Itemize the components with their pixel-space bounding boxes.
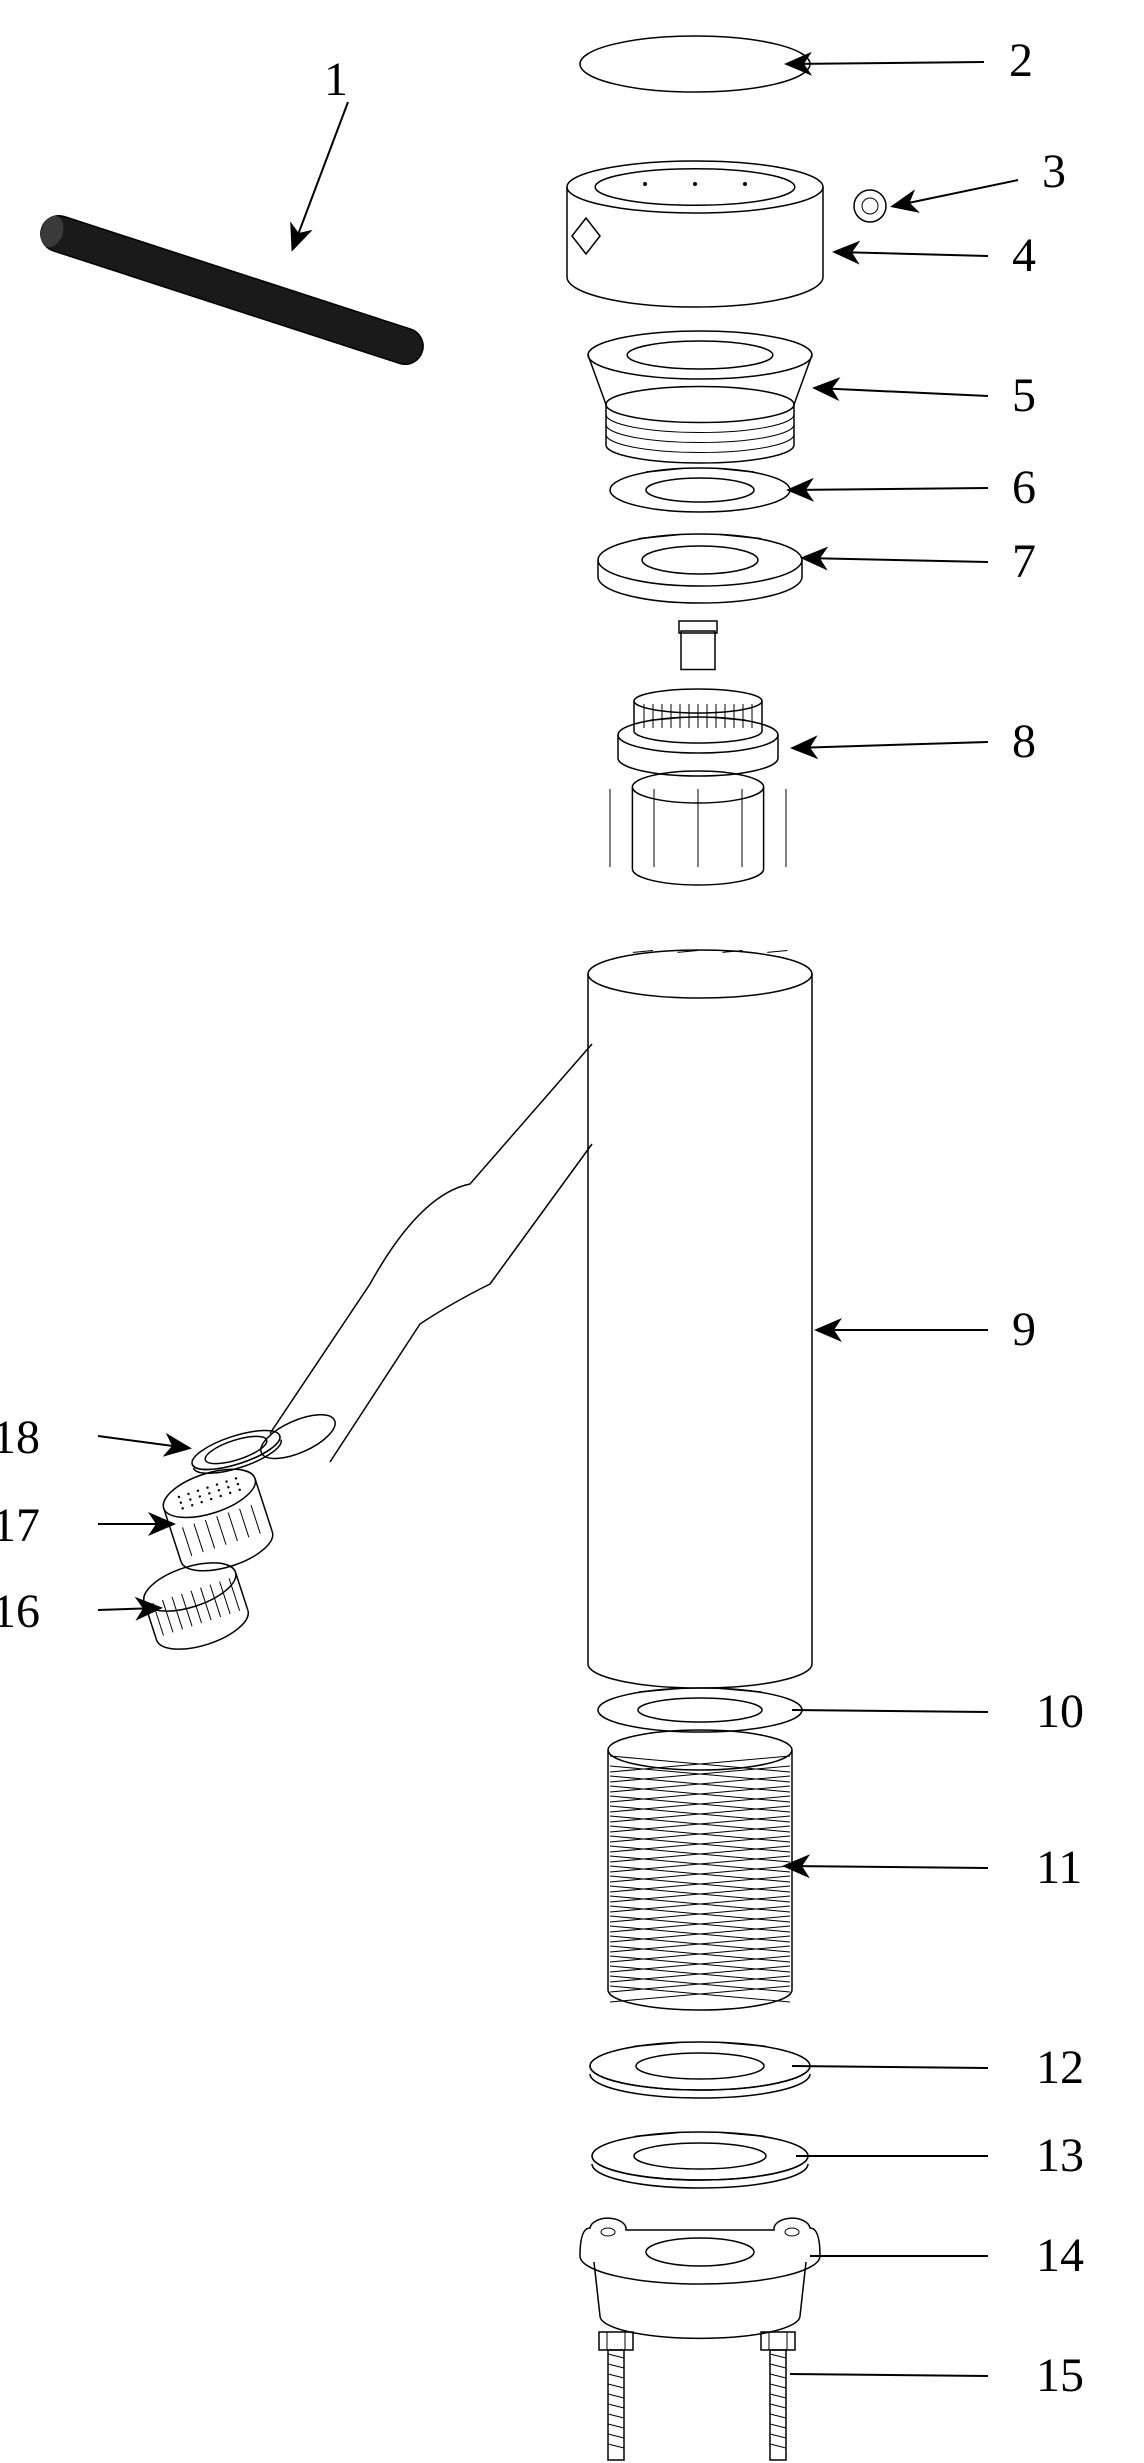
- leader-lines: [98, 62, 1018, 2376]
- part-6-hex-ring: [610, 468, 790, 512]
- label-p2: 2: [1009, 34, 1033, 87]
- label-p1: 1: [324, 53, 348, 106]
- label-p15: 15: [1036, 2349, 1084, 2402]
- label-p18: 18: [0, 1411, 40, 1464]
- label-p9: 9: [1012, 1303, 1036, 1356]
- exploded-view-diagram: 123456789101112131415161718: [0, 0, 1144, 2463]
- label-p13: 13: [1036, 2129, 1084, 2182]
- label-p11: 11: [1036, 1841, 1082, 1894]
- part-10-gasket: [598, 1688, 802, 1732]
- label-p4: 4: [1012, 229, 1036, 282]
- part-3-set-screw: [854, 190, 886, 222]
- part-8-cartridge: [610, 621, 786, 885]
- label-p17: 17: [0, 1499, 40, 1552]
- part-12-washer: [590, 2042, 810, 2098]
- part-18-outlet-washer: [188, 1422, 285, 1481]
- part-13-washer: [592, 2132, 808, 2188]
- part-16-aerator-cap: [138, 1553, 254, 1659]
- leader-p2: [788, 62, 984, 64]
- part-7-lock-nut: [598, 534, 802, 603]
- part-5-decorative-cap: [588, 331, 812, 463]
- leader-p16: [98, 1608, 159, 1610]
- label-p14: 14: [1036, 2229, 1084, 2282]
- leader-p6: [790, 488, 988, 490]
- leader-p7: [804, 558, 988, 562]
- leader-p5: [816, 388, 988, 396]
- leader-p1: [293, 102, 348, 248]
- leader-p18: [98, 1436, 188, 1448]
- leader-p3: [894, 180, 1018, 206]
- leader-p11: [786, 1866, 988, 1868]
- label-p5: 5: [1012, 369, 1036, 422]
- part-4-handle-cap: [567, 161, 823, 307]
- label-p16: 16: [0, 1585, 40, 1638]
- leader-p15: [790, 2374, 988, 2376]
- leader-p8: [794, 742, 988, 748]
- leader-p10: [792, 1710, 988, 1712]
- part-14-mount-bracket: [580, 2218, 820, 2338]
- parts-layer: [36, 36, 886, 2460]
- label-p10: 10: [1036, 1685, 1084, 1738]
- label-p7: 7: [1012, 535, 1036, 588]
- label-p3: 3: [1042, 145, 1066, 198]
- label-p8: 8: [1012, 715, 1036, 768]
- label-p12: 12: [1036, 2041, 1084, 2094]
- part-11-threaded-shank: [608, 1730, 792, 2010]
- labels-layer: 123456789101112131415161718: [0, 34, 1084, 2402]
- part-9-faucet-body: [255, 950, 812, 1688]
- part-15-bolts: [599, 2332, 795, 2460]
- part-2-top-disc: [580, 36, 810, 92]
- leader-p12: [792, 2066, 988, 2068]
- leader-p4: [836, 252, 988, 256]
- label-p6: 6: [1012, 461, 1036, 514]
- part-1-handle-rod: [36, 211, 428, 369]
